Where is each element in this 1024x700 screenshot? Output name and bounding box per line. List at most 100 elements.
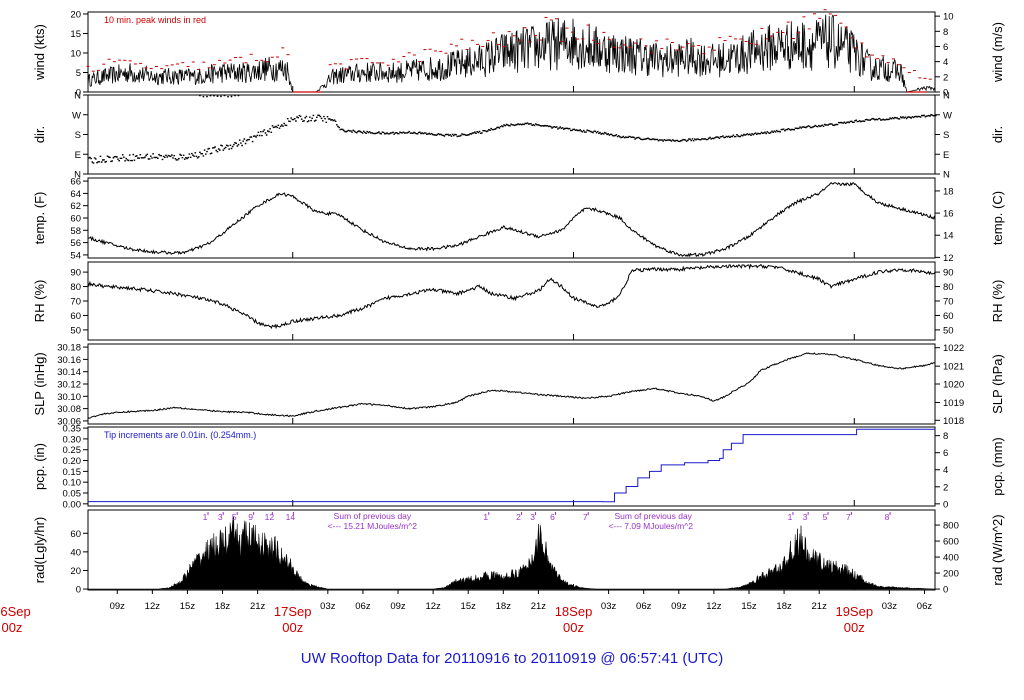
temp-line [87,181,936,258]
y-tick-label-left: 80 [70,282,81,293]
tip-count-label: 7 [583,512,588,522]
tip-count-label: 9 [248,512,253,522]
y-tick-label-right: 1021 [943,362,964,373]
y-axis-label-right: RH (%) [990,280,1005,323]
x-tick-label: 03z [601,601,617,612]
y-tick-label-left: 15 [70,29,81,40]
y-tick-label-right: 90 [943,268,954,279]
y-tick-label-right: 8 [943,27,948,38]
x-tick-label: 12z [145,601,161,612]
y-axis-label-right: dir. [990,126,1005,143]
y-tick-label-left: 0.15 [63,467,82,478]
x-tick-label: 06z [355,601,371,612]
x-tick-label: 09z [110,601,126,612]
y-tick-label-right: W [943,110,952,121]
y-tick-label-left: 30.10 [57,392,81,403]
y-tick-label-right: 16 [943,209,954,220]
y-tick-label-right: 18 [943,186,954,197]
wind-speed-line [87,14,935,93]
y-axis-label-left: RH (%) [32,280,47,323]
x-tick-label: 21z [812,601,828,612]
y-axis-label-left: wind (kts) [32,24,47,81]
x-tick-label: 18z [496,601,512,612]
y-tick-label-right: 4 [943,57,948,68]
chart-title: UW Rooftop Data for 20110916 to 20110919… [300,650,724,667]
y-tick-label-right: 1022 [943,343,964,354]
y-tick-label-right: E [943,150,949,161]
x-tick-label: 06z [636,601,652,612]
y-tick-label-right: 600 [943,537,959,548]
y-axis-label-left: SLP (inHg) [32,352,47,415]
y-tick-label-left: 60 [70,311,81,322]
y-tick-label-right: 70 [943,297,954,308]
y-tick-label-right: 2 [943,482,948,493]
y-tick-label-right: 0 [943,499,948,510]
day-date-label: 18Sep [555,604,593,619]
y-tick-label-left: 30.08 [57,404,81,415]
y-tick-label-left: 62 [70,201,81,212]
y-tick-label-left: 0.30 [63,434,82,445]
y-axis-label-left: pcp. (in) [32,443,47,490]
daily-sum-note: Sum of previous day [334,511,412,521]
y-tick-label-left: 5 [76,68,81,79]
x-tick-label: 21z [531,601,547,612]
x-tick-label: 18z [215,601,231,612]
x-tick-label: 06z [917,601,933,612]
panel-wind: wind (kts) wind (m/s) 0 5 10 15 20 0 2 4 6 8 10 10 mi… [32,9,1005,99]
tip-count-label: 12 [265,512,275,522]
tip-count-label: 3 [530,512,535,522]
y-tick-label-left: 0.20 [63,456,82,467]
y-tick-label-right: 6 [943,448,948,459]
panel-note: Tip increments are 0.01in. (0.254mm.) [104,430,256,440]
y-tick-label-right: 1018 [943,416,964,427]
y-tick-label-left: 30.18 [57,343,81,354]
y-tick-label-left: 60 [70,529,81,540]
y-tick-label-left: 0.25 [63,445,82,456]
panel-frame [87,509,936,591]
x-tick-label: 15z [741,601,757,612]
panel-pcp: pcp. (in) pcp. (mm)0.000.050.100.150.200.… [32,424,1005,511]
tip-count-label: 7 [846,512,851,522]
day-time-label: 00z [844,620,865,635]
tip-count-label: 3 [218,512,223,522]
y-tick-label-right: 80 [943,282,954,293]
tip-count-label: 14 [286,512,296,522]
y-tick-label-left: 70 [70,297,81,308]
y-tick-label-left: 10 [70,48,81,59]
day-date-label: 19Sep [835,604,873,619]
tip-count-label: 6 [550,512,555,522]
y-tick-label-right: S [943,130,949,141]
y-tick-label-right: 200 [943,569,959,580]
y-tick-label-left: 40 [70,547,81,558]
panel-rad: rad(Lgly/hr) rad (W/m^2)02040600200400600… [32,509,1005,596]
y-tick-label-left: 90 [70,268,81,279]
y-axis-label-left: rad(Lgly/hr) [32,517,47,583]
y-tick-label-left: 54 [70,250,81,261]
daily-sum-note: <--- 15.21 MJoules/m^2 [328,521,418,531]
daily-sum-note: Sum of previous day [614,511,692,521]
y-axis-label-right: temp. (C) [990,191,1005,245]
y-tick-label-left: 30.14 [57,367,81,378]
y-tick-label-right: 60 [943,311,954,322]
y-axis-label-right: wind (m/s) [990,22,1005,83]
y-axis-label-left: dir. [32,126,47,143]
day-time-label: 00z [1,620,22,635]
y-tick-label-left: N [74,91,81,102]
y-tick-label-right: 2 [943,72,948,83]
tip-count-label: 5 [232,512,237,522]
y-tick-label-left: W [72,110,81,121]
y-tick-label-left: 0.35 [63,424,82,435]
rh-line [87,263,936,330]
radiation-area [87,516,936,590]
panel-rh: RH (%) RH (%) 50 60 70 80 90 50 60 70 80 90 [32,261,1005,341]
day-date-label: 17Sep [274,604,312,619]
y-tick-label-left: 0.00 [63,499,82,510]
y-tick-label-left: S [75,130,81,141]
y-tick-label-left: 60 [70,214,81,225]
tip-count-label: 3 [803,512,808,522]
x-tick-label: 21z [250,601,266,612]
